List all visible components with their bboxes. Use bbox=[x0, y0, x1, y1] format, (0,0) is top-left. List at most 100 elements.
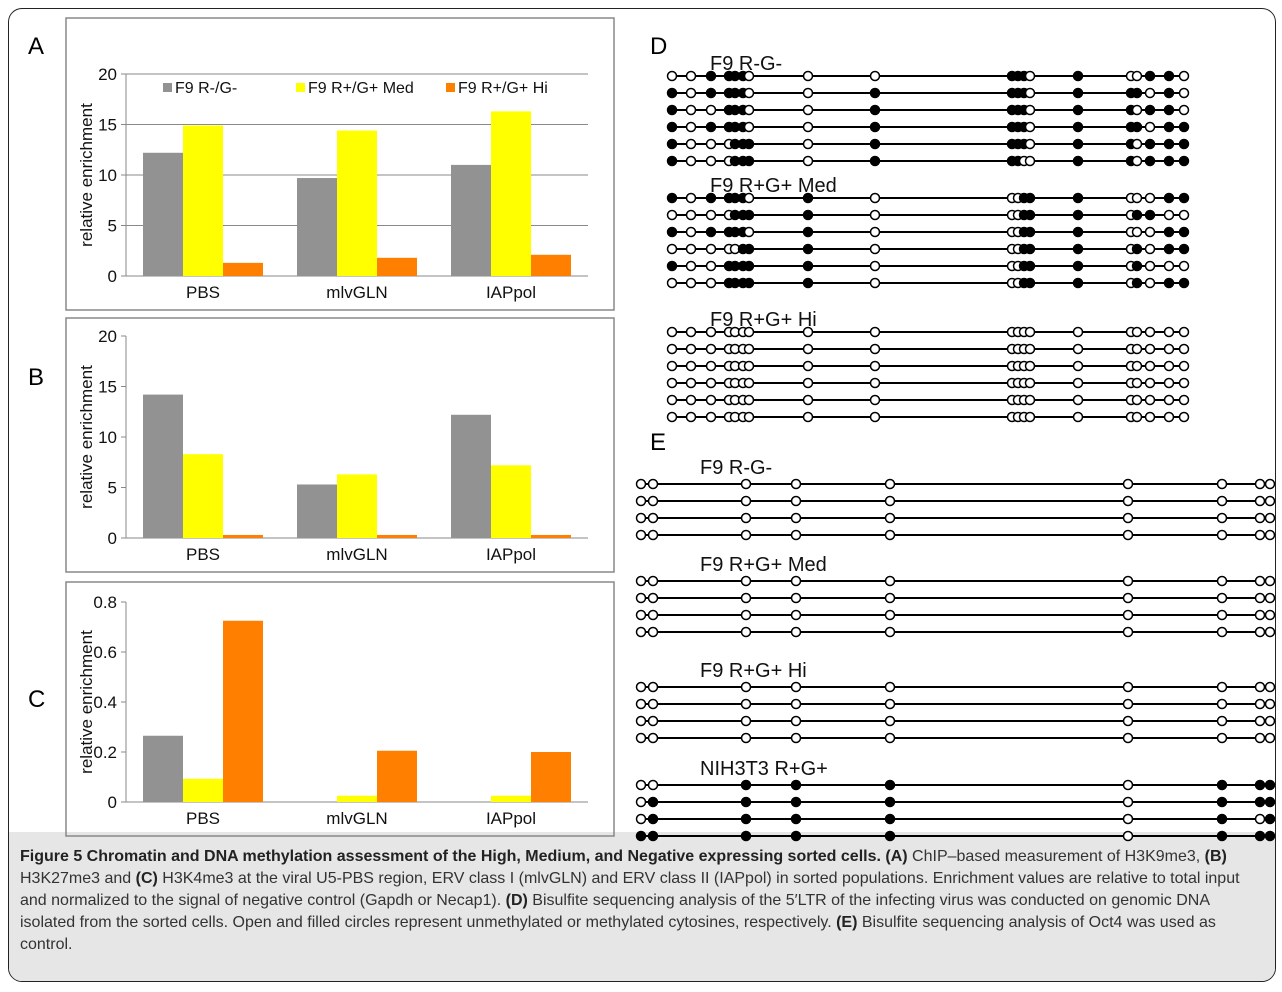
unmethylated-cpg bbox=[1024, 360, 1036, 372]
unmethylated-cpg bbox=[884, 681, 896, 693]
unmethylated-cpg bbox=[743, 121, 755, 133]
unmethylated-cpg bbox=[1024, 343, 1036, 355]
unmethylated-cpg bbox=[1122, 813, 1134, 825]
unmethylated-cpg bbox=[705, 343, 717, 355]
unmethylated-cpg bbox=[666, 70, 678, 82]
unmethylated-cpg bbox=[647, 495, 659, 507]
methylated-cpg bbox=[1144, 70, 1156, 82]
unmethylated-cpg bbox=[666, 209, 678, 221]
methylated-cpg bbox=[1072, 121, 1084, 133]
methylated-cpg bbox=[647, 796, 659, 808]
unmethylated-cpg bbox=[1122, 529, 1134, 541]
unmethylated-cpg bbox=[635, 529, 647, 541]
unmethylated-cpg bbox=[1131, 394, 1143, 406]
unmethylated-cpg bbox=[743, 87, 755, 99]
unmethylated-cpg bbox=[1264, 626, 1276, 638]
unmethylated-cpg bbox=[743, 360, 755, 372]
unmethylated-cpg bbox=[869, 411, 881, 423]
unmethylated-cpg bbox=[1178, 260, 1190, 272]
methylated-cpg bbox=[1163, 277, 1175, 289]
unmethylated-cpg bbox=[647, 609, 659, 621]
unmethylated-cpg bbox=[1024, 138, 1036, 150]
y-tick-label: 0 bbox=[108, 529, 117, 548]
methylated-cpg bbox=[1216, 796, 1228, 808]
methylated-cpg bbox=[802, 226, 814, 238]
unmethylated-cpg bbox=[1122, 796, 1134, 808]
bar bbox=[297, 484, 337, 538]
y-tick-label: 0.4 bbox=[93, 693, 117, 712]
methylated-cpg bbox=[1254, 779, 1266, 791]
unmethylated-cpg bbox=[743, 104, 755, 116]
unmethylated-cpg bbox=[705, 277, 717, 289]
unmethylated-cpg bbox=[884, 698, 896, 710]
unmethylated-cpg bbox=[790, 732, 802, 744]
unmethylated-cpg bbox=[635, 626, 647, 638]
bar bbox=[531, 534, 571, 538]
methylated-cpg bbox=[1131, 87, 1143, 99]
unmethylated-cpg bbox=[1024, 121, 1036, 133]
unmethylated-cpg bbox=[647, 626, 659, 638]
unmethylated-cpg bbox=[685, 192, 697, 204]
methylated-cpg bbox=[1178, 192, 1190, 204]
methylated-cpg bbox=[1131, 121, 1143, 133]
methylated-cpg bbox=[802, 260, 814, 272]
methylated-cpg bbox=[666, 138, 678, 150]
unmethylated-cpg bbox=[1131, 226, 1143, 238]
x-tick-label: mlvGLN bbox=[326, 545, 387, 564]
methylated-cpg bbox=[647, 813, 659, 825]
unmethylated-cpg bbox=[635, 681, 647, 693]
methylated-cpg bbox=[740, 796, 752, 808]
y-tick-label: 0.2 bbox=[93, 743, 117, 762]
methylated-cpg bbox=[884, 796, 896, 808]
unmethylated-cpg bbox=[1264, 495, 1276, 507]
x-tick-label: IAPpol bbox=[486, 545, 536, 564]
unmethylated-cpg bbox=[884, 626, 896, 638]
unmethylated-cpg bbox=[1144, 243, 1156, 255]
unmethylated-cpg bbox=[743, 326, 755, 338]
methylated-cpg bbox=[1072, 243, 1084, 255]
methylated-cpg bbox=[802, 209, 814, 221]
group-label: F9 R+G+ Hi bbox=[700, 660, 807, 682]
y-tick-label: 0.6 bbox=[93, 643, 117, 662]
unmethylated-cpg bbox=[1122, 575, 1134, 587]
unmethylated-cpg bbox=[1163, 209, 1175, 221]
methylation-panel-e: F9 R-G- F9 R+G+ Med F9 R+G+ Hi NIH3T3 R+G+ bbox=[635, 457, 1276, 842]
unmethylated-cpg bbox=[1024, 104, 1036, 116]
unmethylated-cpg bbox=[884, 732, 896, 744]
methylated-cpg bbox=[666, 226, 678, 238]
bar bbox=[377, 257, 417, 276]
unmethylated-cpg bbox=[1264, 698, 1276, 710]
unmethylated-cpg bbox=[1163, 343, 1175, 355]
unmethylated-cpg bbox=[705, 138, 717, 150]
methylated-cpg bbox=[1216, 779, 1228, 791]
y-tick-label: 10 bbox=[98, 428, 117, 447]
unmethylated-cpg bbox=[1122, 592, 1134, 604]
x-tick-label: mlvGLN bbox=[326, 809, 387, 828]
bar bbox=[297, 178, 337, 276]
bar bbox=[491, 111, 531, 277]
methylated-cpg bbox=[1072, 277, 1084, 289]
group-label: F9 R-G- bbox=[700, 457, 772, 479]
caption-a-tag: (A) bbox=[885, 848, 908, 865]
unmethylated-cpg bbox=[685, 70, 697, 82]
unmethylated-cpg bbox=[1144, 394, 1156, 406]
caption-c-text: H3K4me3 at the viral U5-PBS region, ERV … bbox=[20, 870, 1240, 909]
unmethylated-cpg bbox=[1254, 698, 1266, 710]
y-tick-label: 0.8 bbox=[93, 593, 117, 612]
unmethylated-cpg bbox=[705, 360, 717, 372]
bar bbox=[451, 164, 491, 276]
methylated-cpg bbox=[635, 830, 647, 842]
unmethylated-cpg bbox=[869, 326, 881, 338]
unmethylated-cpg bbox=[635, 592, 647, 604]
methylated-cpg bbox=[1072, 155, 1084, 167]
methylated-cpg bbox=[705, 121, 717, 133]
unmethylated-cpg bbox=[1072, 411, 1084, 423]
x-tick-label: PBS bbox=[186, 545, 220, 564]
unmethylated-cpg bbox=[743, 343, 755, 355]
unmethylated-cpg bbox=[869, 343, 881, 355]
y-tick-label: 0 bbox=[108, 793, 117, 812]
unmethylated-cpg bbox=[1131, 192, 1143, 204]
group-label: F9 R+G+ Med bbox=[710, 175, 837, 197]
